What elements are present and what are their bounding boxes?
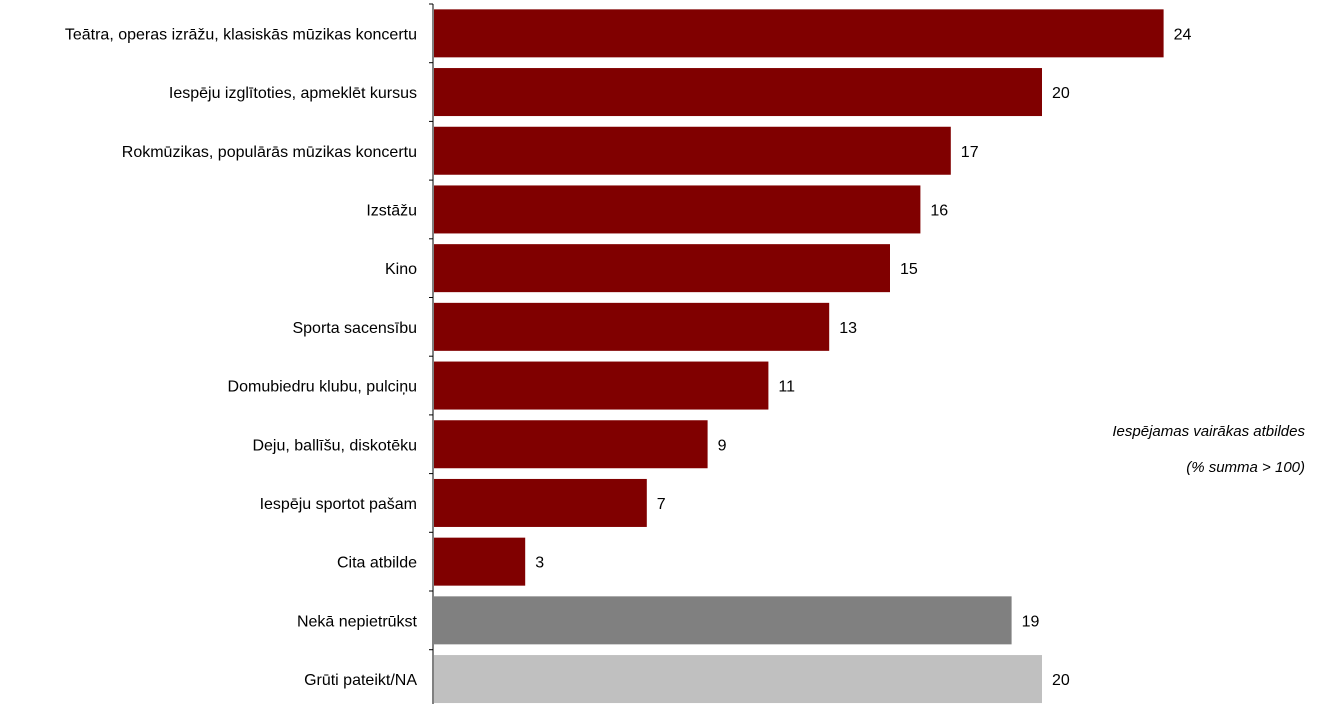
- bar: [434, 596, 1012, 645]
- bar: [434, 126, 951, 175]
- category-label: Izstāžu: [366, 202, 417, 219]
- category-label: Nekā nepietrūkst: [297, 613, 418, 630]
- value-label: 19: [1022, 613, 1040, 630]
- y-axis-ticks: [429, 3, 433, 651]
- bar: [434, 655, 1042, 704]
- value-labels-group: 24 20 17 16 15 13 11 9 7 3 19 20: [535, 26, 1191, 689]
- category-label: Sporta sacensību: [292, 320, 417, 337]
- bars-group: [434, 9, 1164, 704]
- bar: [434, 244, 890, 293]
- category-label: Cita atbilde: [337, 555, 417, 572]
- category-label: Iespēju sportot pašam: [260, 496, 417, 513]
- bar: [434, 537, 526, 586]
- category-label: Rokmūzikas, populārās mūzikas koncertu: [122, 144, 417, 161]
- value-label: 20: [1052, 672, 1070, 689]
- note-sum-over-100: (% summa > 100): [1186, 459, 1305, 476]
- value-label: 24: [1174, 26, 1192, 43]
- category-label: Domubiedru klubu, pulciņu: [228, 379, 417, 396]
- bar: [434, 361, 769, 410]
- category-label: Grūti pateikt/NA: [304, 672, 417, 689]
- value-label: 7: [657, 496, 666, 513]
- bar: [434, 9, 1164, 58]
- bar: [434, 68, 1042, 117]
- bar: [434, 478, 647, 527]
- category-label: Deju, ballīšu, diskotēku: [252, 437, 417, 454]
- note-multiple-answers: Iespējamas vairākas atbildes: [1112, 423, 1305, 440]
- value-label: 16: [930, 202, 948, 219]
- category-label: Kino: [385, 261, 417, 278]
- category-label: Teātra, operas izrāžu, klasiskās mūzikas…: [65, 26, 417, 43]
- value-label: 17: [961, 144, 979, 161]
- bar: [434, 420, 708, 469]
- bar: [434, 302, 830, 351]
- value-label: 15: [900, 261, 918, 278]
- value-label: 9: [718, 437, 727, 454]
- category-labels-group: Teātra, operas izrāžu, klasiskās mūzikas…: [65, 26, 418, 689]
- value-label: 20: [1052, 85, 1070, 102]
- bar: [434, 185, 921, 234]
- value-label: 11: [778, 379, 795, 396]
- value-label: 13: [839, 320, 857, 337]
- value-label: 3: [535, 555, 544, 572]
- category-label: Iespēju izglītoties, apmeklēt kursus: [169, 85, 417, 102]
